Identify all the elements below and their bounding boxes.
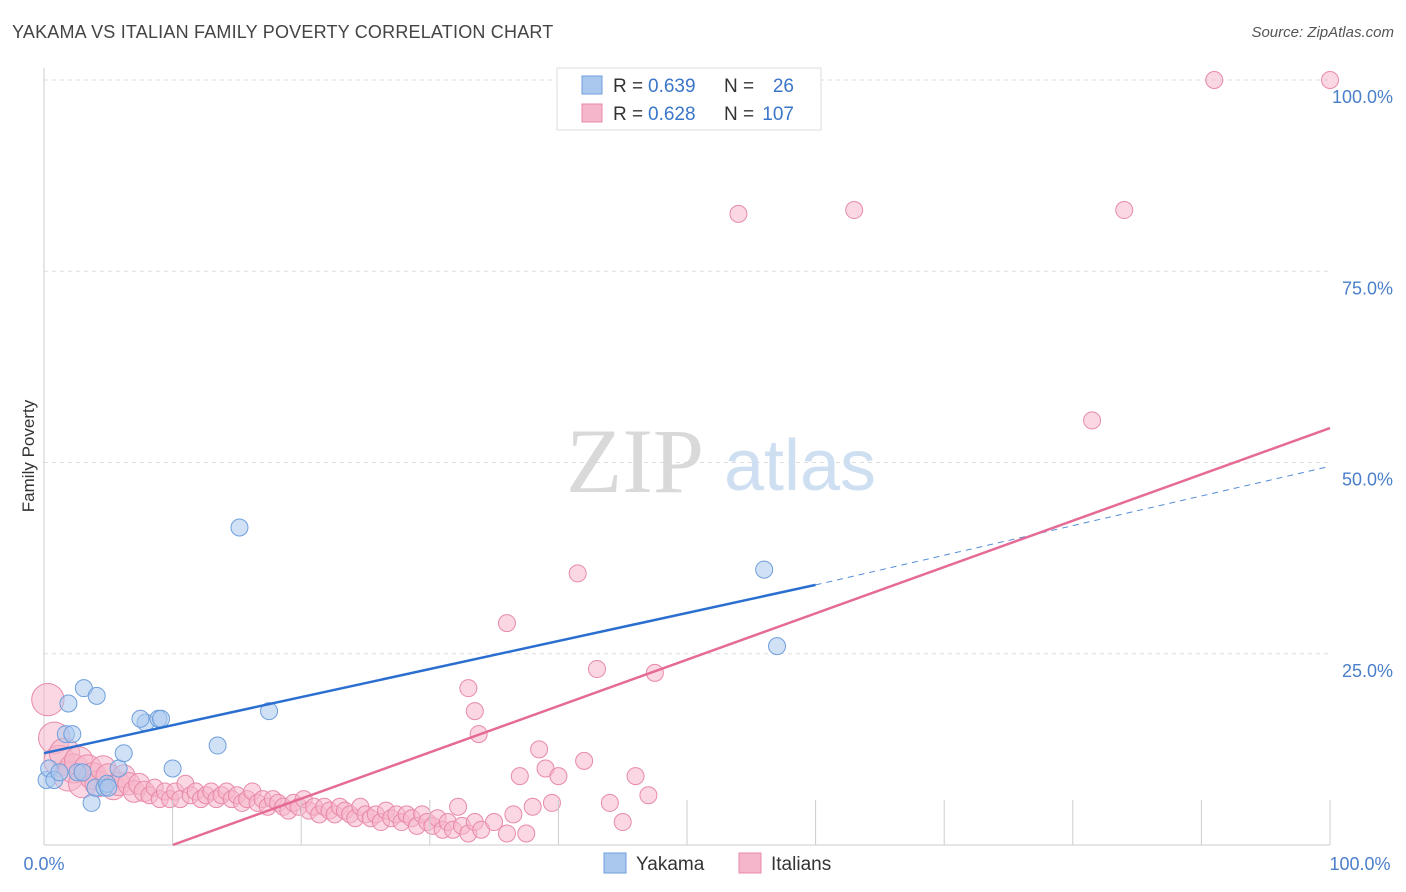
legend-r-label: R = [613,104,643,125]
axis-ticks: 25.0% 50.0% 75.0% 100.0% 0.0% 100.0% [23,87,1393,874]
yakama-point [260,702,279,721]
legend-n-value-italians: 107 [762,104,794,125]
italians-point [517,824,536,843]
italians-point [575,751,594,770]
y-tick-label: 100.0% [1332,87,1393,107]
italians-point [485,813,504,832]
yakama-point [152,709,171,728]
bottom-legend-swatch-italians [738,852,762,874]
italians-trend-line [172,426,1331,847]
legend-n-value-yakama: 26 [773,76,794,97]
yakama-point [208,736,227,755]
legend-n-label: N = [724,76,754,97]
italians-point [549,767,568,786]
italians-point [1115,201,1134,220]
italians-point [542,793,561,812]
yakama-point [131,709,150,728]
yakama-point [99,778,118,797]
italians-point [449,797,468,816]
chart-title: YAKAMA VS ITALIAN FAMILY POVERTY CORRELA… [12,22,554,42]
italians-point [497,614,516,633]
italians-point [613,813,632,832]
legend-box: R = 0.639 N = 26 R = 0.628 N = 107 [556,67,822,131]
x-tick-label: 0.0% [23,854,64,874]
yakama-point [768,637,787,656]
y-axis-label: Family Poverty [19,399,38,512]
italians-point [459,679,478,698]
italians-point [523,797,542,816]
legend-r-label: R = [613,76,643,97]
bottom-legend-swatch-yakama [603,852,627,874]
y-tick-label: 25.0% [1342,661,1393,681]
italians-point [587,660,606,679]
watermark-atlas: atlas [724,426,876,506]
italians-point [639,786,658,805]
legend-r-value-yakama: 0.639 [648,76,696,97]
legend-swatch-italians [581,103,603,123]
yakama-point [163,759,182,778]
legend-row-italians: R = 0.628 N = 107 [581,103,794,125]
italians-point [845,201,864,220]
x-tick-label: 100.0% [1329,854,1390,874]
bottom-legend: Yakama Italians [603,852,831,875]
y-tick-label: 50.0% [1342,470,1393,490]
italians-point [510,767,529,786]
yakama-point [755,560,774,579]
legend-n-label: N = [724,104,754,125]
italians-point [530,740,549,759]
y-tick-label: 75.0% [1342,278,1393,298]
yakama-trend-line [43,583,816,755]
trend-lines [43,426,1331,847]
watermark-zip: ZIP [566,410,704,512]
italians-point [497,824,516,843]
chart-source: Source: ZipAtlas.com [1251,24,1394,41]
italians-point [1083,411,1102,430]
legend-row-yakama: R = 0.639 N = 26 [581,75,794,97]
italians-point [568,564,587,583]
legend-r-value-italians: 0.628 [648,104,696,125]
italians-point [31,682,65,717]
italians-point [465,702,484,721]
yakama-point [114,744,133,763]
yakama-point [50,763,69,782]
watermark: ZIP atlas [566,410,876,512]
italians-point [504,805,523,824]
italians-point [600,793,619,812]
yakama-point [82,793,101,812]
yakama-point [59,694,78,713]
yakama-trend-extension [815,465,1331,586]
yakama-point [230,518,249,537]
italians-point [1205,71,1224,89]
italians-point [729,204,748,223]
yakama-point [73,763,92,782]
italians-point [1321,71,1339,89]
bottom-legend-label-italians: Italians [771,854,831,875]
yakama-point [87,686,106,705]
legend-swatch-yakama [581,75,603,95]
yakama-point [109,759,128,778]
italians-point [626,767,645,786]
bottom-legend-label-yakama: Yakama [636,854,705,875]
yakama-point [63,725,82,744]
